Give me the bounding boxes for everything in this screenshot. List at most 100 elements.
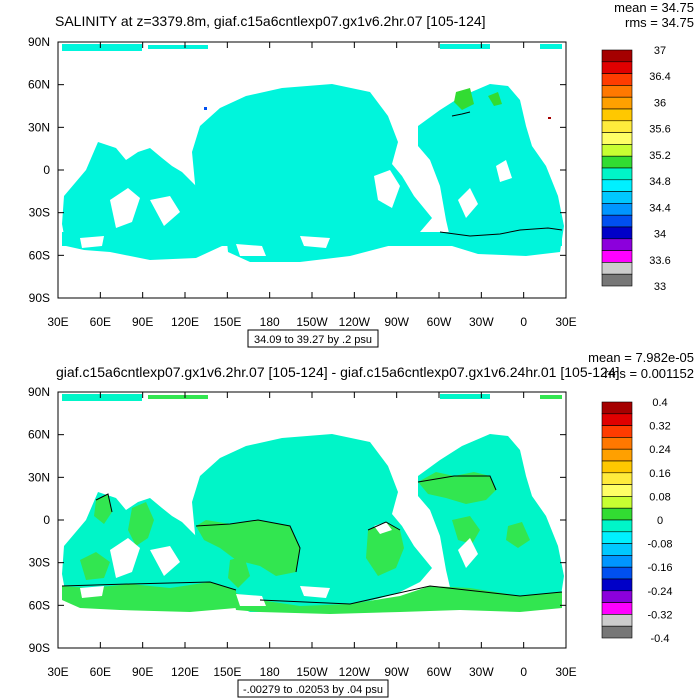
colorbar-label: 36.4 [649,71,670,83]
x-tick-label: 150W [296,665,328,679]
panel-bottom-map: 30E 60E 90E 120E 150E 180 150W 120W 90W 60W 30W 0 30… [28,385,577,679]
x-tick-label: 120E [171,315,199,329]
colorbar-swatch [601,155,633,169]
colorbar-swatch [601,413,633,426]
y-tick-label: 60N [28,78,50,92]
colorbar-label: 0.4 [652,397,667,409]
colorbar-label: 35.6 [649,124,670,136]
y-tick-label: 60N [28,428,50,442]
panel-top-salty-patch [454,88,474,110]
colorbar-swatch [601,460,633,474]
y-tick-label: 0 [43,513,50,527]
panel-top: SALINITY at z=3379.8m, giaf.c15a6cntlexp… [28,0,694,348]
colorbar-swatch [601,602,633,615]
panel-top-low-speck [204,107,207,110]
panel-bottom-mean: mean = 7.982e-05 [588,350,694,365]
panel-top-salty-patch-2 [488,92,502,106]
colorbar-label: 35.2 [649,150,670,162]
x-tick-label: 0 [520,315,527,329]
colorbar-label: 34 [654,229,666,241]
colorbar-label: -0.08 [647,539,672,551]
x-tick-label: 150E [213,665,241,679]
colorbar-swatch [601,496,633,509]
colorbar-swatch [601,437,633,450]
colorbar-label: -0.4 [651,633,670,645]
x-tick-label: 30W [469,315,494,329]
colorbar-swatch [601,531,633,544]
panel-top-rms: rms = 34.75 [625,15,694,30]
x-tick-label: 150E [213,315,241,329]
colorbar-swatch [601,96,633,110]
colorbar-swatch [601,49,633,63]
panel-bottom-title: giaf.c15a6cntlexp07.gx1v6.2hr.07 [105-12… [56,364,620,380]
x-tick-label: 180 [260,665,280,679]
panel-bottom-contour-info-box [237,679,389,698]
colorbar-label: 0.16 [649,468,670,480]
colorbar-swatch [601,614,633,627]
panel-bottom-y-axis: 90N 60N 30N 0 30S 60S 90S [28,385,566,655]
colorbar-swatch [601,566,633,580]
panel-bottom-contours [61,475,563,605]
panel-top-y-axis: 90N 60N 30N 0 30S 60S 90S [28,35,566,305]
y-tick-label: 90N [28,385,50,399]
panel-bottom-x-axis: 30E 60E 90E 120E 150E 180 150W 120W 90W 60W 30W 0 30… [47,392,577,679]
colorbar-swatch [601,214,633,228]
x-tick-label: 90W [384,315,409,329]
y-tick-label: 30N [28,120,50,134]
colorbar-swatch [601,507,633,521]
panel-top-high-speck [548,117,551,119]
panel-top-colorbar: 37 36.4 36 35.6 35.2 34.8 34.4 34 33.6 33 [601,45,671,293]
x-tick-label: 30W [469,665,494,679]
colorbar-swatch [601,226,633,240]
colorbar-label: 0.32 [649,421,670,433]
x-tick-label: 180 [260,315,280,329]
colorbar-label: 36 [654,97,666,109]
panel-top-x-axis: 30E 60E 90E 120E 150E 180 150W 120W 90W 60W 30W 0 30… [47,42,577,329]
colorbar-label: 33.6 [649,255,670,267]
x-tick-label: 90W [384,665,409,679]
colorbar-swatch [601,590,633,603]
panel-top-contour-info-box [247,329,379,348]
colorbar-swatch [601,519,633,533]
x-tick-label: 30E [555,665,576,679]
y-tick-label: 90S [29,641,50,655]
colorbar-swatch [601,203,633,216]
colorbar-label: 0 [657,515,663,527]
panel-top-ocean-field [62,44,564,262]
colorbar-swatch [601,61,633,74]
colorbar-swatch [601,85,633,98]
colorbar-swatch [601,73,633,86]
colorbar-label: -0.24 [647,586,672,598]
x-tick-label: 30E [555,315,576,329]
colorbar-label: 33 [654,281,666,293]
panel-bottom-contour-info: -.00279 to .02053 by .04 psu [243,684,383,696]
panel-top-contour-info: 34.09 to 39.27 by .2 psu [254,334,372,346]
x-tick-label: 120E [171,665,199,679]
x-tick-label: 150W [296,315,328,329]
x-tick-label: 90E [132,665,153,679]
x-tick-label: 30E [47,665,68,679]
x-tick-label: 120W [339,665,371,679]
x-tick-label: 60W [427,315,452,329]
colorbar-swatch [601,273,633,287]
y-tick-label: 90S [29,291,50,305]
x-tick-label: 120W [339,315,371,329]
panel-bottom-colorbar: 0.4 0.32 0.24 0.16 0.08 0 -0.08 -0.16 -0.24 -0.32… [601,397,673,645]
panel-top-map: 30E 60E 90E 120E 150E 180 150W 120W 90W 60W 30W 0 30… [28,35,577,329]
colorbar-swatch [601,179,633,192]
panel-top-title: SALINITY at z=3379.8m, giaf.c15a6cntlexp… [55,13,486,29]
colorbar-swatch [601,250,633,263]
colorbar-swatch [601,132,633,145]
colorbar-label: -0.16 [647,562,672,574]
y-tick-label: 30N [28,470,50,484]
colorbar-swatch [601,120,633,133]
y-tick-label: 90N [28,35,50,49]
panel-bottom: giaf.c15a6cntlexp07.gx1v6.2hr.07 [105-12… [28,350,694,698]
colorbar-swatch [601,472,633,485]
panel-bottom-positive-field [62,395,562,614]
x-tick-label: 60E [90,315,111,329]
panel-top-mean: mean = 34.75 [614,0,694,15]
colorbar-label: 34.8 [649,176,670,188]
colorbar-swatch [601,238,633,251]
